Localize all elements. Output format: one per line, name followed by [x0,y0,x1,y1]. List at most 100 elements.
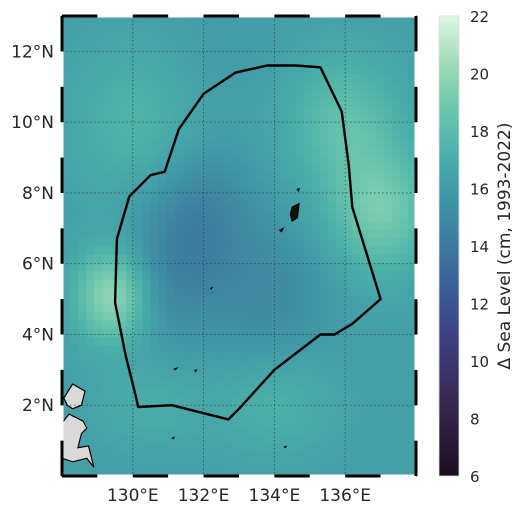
frame-segment [60,299,64,335]
heatmap-cell [94,295,103,305]
heatmap-cell [287,295,296,305]
y-tick-label: 10°N [11,113,54,133]
heatmap-cell [214,328,224,337]
heatmap-cell [158,81,168,91]
y-tick-label: 2°N [22,396,54,416]
heatmap-cell [214,163,224,173]
heatmap-cell [287,196,296,206]
heatmap-cell [399,73,409,83]
heatmap-cell [367,122,377,132]
heatmap-cell [239,311,248,321]
heatmap-cell [343,98,353,107]
heatmap-cell [62,467,71,476]
heatmap-cell [295,459,304,469]
heatmap-cell [134,278,144,288]
heatmap-cell [391,163,401,173]
heatmap-cell [303,73,313,83]
heatmap-cell [214,196,224,206]
heatmap-cell [359,402,369,411]
heatmap-cell [263,443,272,452]
heatmap-cell [359,467,369,476]
heatmap-cell [327,32,337,42]
heatmap-cell [78,98,87,107]
heatmap-cell [303,410,313,420]
heatmap-cell [214,402,224,411]
heatmap-cell [247,196,256,206]
heatmap-cell [190,319,200,329]
heatmap-cell [230,147,240,157]
heatmap-cell [247,48,256,58]
heatmap-cell [383,287,393,296]
heatmap-cell [62,336,71,346]
heatmap-cell [239,377,248,387]
heatmap-cell [327,89,337,99]
heatmap-cell [118,163,127,173]
heatmap-cell [102,172,111,181]
heatmap-cell [279,139,288,149]
heatmap-cell [110,393,119,403]
heatmap-cell [198,48,208,58]
heatmap-cell [295,32,304,42]
heatmap-cell [86,328,95,337]
heatmap-cell [142,303,152,313]
heatmap-cell [86,155,95,165]
heatmap-cell [214,213,224,222]
heatmap-cell [391,155,401,165]
heatmap-cell [383,262,393,272]
heatmap-cell [399,188,409,198]
heatmap-cell [198,98,208,107]
heatmap-cell [126,98,136,107]
heatmap-cell [335,295,345,305]
heatmap-cell [102,24,111,34]
heatmap-cell [343,131,353,140]
heatmap-cell [150,393,160,403]
heatmap-cell [150,196,160,206]
heatmap-cell [158,393,168,403]
heatmap-cell [311,402,321,411]
heatmap-cell [391,81,401,91]
heatmap-cell [70,467,79,476]
heatmap-cell [359,221,369,231]
heatmap-cell [198,24,208,34]
heatmap-cell [86,434,95,444]
heatmap-cell [279,98,288,107]
heatmap-cell [158,369,168,379]
heatmap-cell [399,237,409,247]
heatmap-cell [174,48,184,58]
heatmap-cell [214,40,224,50]
heatmap-cell [102,114,111,124]
heatmap-cell [62,204,71,214]
heatmap-cell [279,237,288,247]
heatmap-cell [327,369,337,379]
heatmap-cell [383,57,393,66]
heatmap-cell [287,369,296,379]
heatmap-cell [190,221,200,231]
heatmap-cell [182,139,192,149]
heatmap-cell [399,262,409,272]
heatmap-cell [70,295,79,305]
heatmap-cell [150,180,160,190]
heatmap-cell [391,188,401,198]
heatmap-cell [158,385,168,395]
heatmap-cell [327,139,337,149]
heatmap-cell [239,270,248,280]
heatmap-cell [230,16,240,25]
heatmap-cell [287,57,296,66]
heatmap-cell [86,467,95,476]
heatmap-cell [383,352,393,362]
heatmap-cell [407,443,416,452]
heatmap-cell [287,163,296,173]
heatmap-cell [182,352,192,362]
heatmap-cell [70,262,79,272]
heatmap-cell [158,24,168,34]
heatmap-cell [295,139,304,149]
heatmap-cell [70,32,79,42]
heatmap-cell [287,262,296,272]
heatmap-cell [230,32,240,42]
heatmap-cell [166,393,176,403]
heatmap-cell [150,114,160,124]
heatmap-cell [351,131,361,140]
heatmap-cell [239,139,248,149]
heatmap-cell [214,352,224,362]
heatmap-cell [102,311,111,321]
